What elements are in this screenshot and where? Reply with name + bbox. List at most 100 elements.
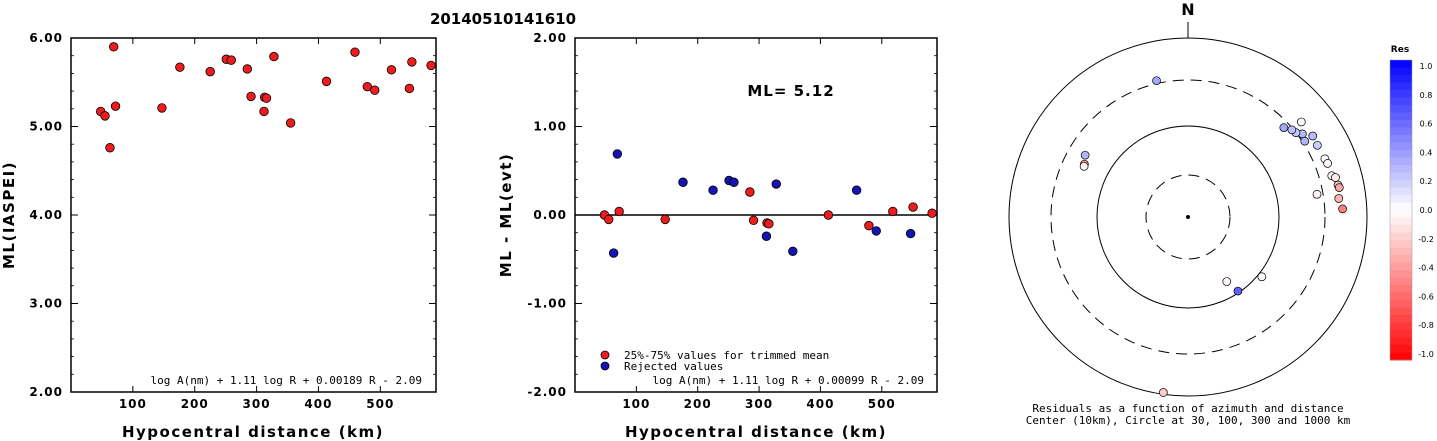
colorbar-segment (1390, 120, 1412, 128)
colorbar-segment (1390, 142, 1412, 151)
ml-data-point (157, 103, 167, 113)
trimmed-data-point (745, 187, 755, 197)
colorbar-title: Res (1391, 45, 1409, 55)
ml-x-tick-label: 500 (366, 397, 394, 411)
ml-data-point (350, 47, 360, 57)
colorbar-segment (1390, 307, 1412, 316)
circle-100km (1096, 125, 1280, 309)
ml-x-tick-label: 200 (181, 397, 209, 411)
colorbar-segment (1390, 150, 1412, 158)
chart-title: 20140510141610 (430, 10, 576, 28)
ml-data-point (386, 65, 397, 75)
station-residual-point (1158, 388, 1168, 397)
station-residual-point (1331, 173, 1340, 182)
station-residual-point (1279, 123, 1289, 133)
colorbar-tick-label: 1.0 (1420, 62, 1433, 71)
colorbar-segment (1390, 232, 1412, 241)
residual-y-tick-label: -2.00 (527, 385, 567, 399)
trimmed-data-point (888, 206, 898, 217)
colorbar-segment (1390, 345, 1412, 353)
residual-x-tick-label: 300 (745, 397, 773, 411)
rejected-data-point (771, 179, 781, 189)
residual-x-tick-label: 200 (684, 397, 712, 411)
colorbar-segment (1390, 270, 1412, 278)
colorbar-segment (1390, 97, 1412, 106)
station-residual-point (1152, 76, 1161, 86)
legend-marker-trimmed (600, 350, 610, 360)
station-residual-point (1312, 189, 1322, 199)
station-residual-point (1334, 194, 1344, 203)
ml-plot-formula: log A(nm) + 1.11 log R + 0.00189 R - 2.0… (150, 374, 422, 387)
colorbar-segment (1390, 247, 1412, 256)
circle-1000km (1008, 37, 1368, 397)
north-label: N (1181, 0, 1194, 19)
ml-value-annotation: ML= 5.12 (747, 82, 834, 100)
trimmed-data-point (864, 220, 874, 231)
ml-data-point (362, 81, 373, 92)
colorbar-segment (1390, 315, 1412, 323)
colorbar-segment (1390, 90, 1412, 98)
colorbar-segment (1390, 217, 1412, 226)
ml-plot-xlabel: Hypocentral distance (km) (122, 423, 384, 441)
residual-x-tick-label: 400 (806, 397, 834, 411)
colorbar-segment (1390, 337, 1412, 346)
ml-data-point (261, 93, 272, 103)
rejected-data-point (761, 231, 772, 241)
station-residual-point (1287, 125, 1297, 135)
ml-data-point (407, 57, 417, 67)
ml-y-tick-label: 3.00 (29, 297, 63, 311)
residual-x-tick-label: 500 (868, 397, 896, 411)
colorbar-segment (1390, 67, 1412, 76)
ml-data-point (370, 85, 380, 95)
legend-label-rejected: Rejected values (624, 360, 723, 373)
station-residual-point (1300, 136, 1310, 146)
ml-data-point (242, 64, 253, 74)
ml-data-point (285, 118, 296, 128)
legend-label-trimmed: 25%-75% values for trimmed mean (624, 349, 829, 362)
ml-data-point (205, 66, 215, 77)
colorbar-segment (1390, 82, 1412, 91)
station-residual-point (1308, 131, 1318, 141)
colorbar-segment (1390, 202, 1412, 211)
ml-plot-frame (70, 37, 437, 393)
ml-data-point (175, 62, 185, 72)
ml-y-tick-label: 4.00 (29, 208, 63, 222)
colorbar-segment (1390, 240, 1412, 248)
ml-data-point (404, 83, 415, 94)
colorbar-segment (1390, 127, 1412, 136)
ml-data-point (108, 42, 119, 52)
station-residual-point (1323, 159, 1332, 168)
residual-y-tick-label: 0.00 (533, 208, 567, 222)
ml-data-point (269, 51, 279, 62)
colorbar-tick-label: 0.4 (1420, 148, 1433, 157)
ml-data-point (259, 106, 269, 117)
ml-y-tick-label: 6.00 (29, 31, 63, 45)
station-residual-point (1079, 161, 1089, 171)
colorbar-segment (1390, 300, 1412, 308)
ml-x-tick-label: 400 (304, 397, 332, 411)
residual-plot-formula: log A(nm) + 1.11 log R + 0.00099 R - 2.0… (652, 374, 924, 387)
colorbar-tick-label: -1.0 (1418, 350, 1434, 359)
trimmed-data-point (823, 210, 834, 220)
residual-plot-xlabel: Hypocentral distance (km) (625, 423, 887, 441)
rejected-data-point (851, 185, 862, 195)
polar-caption-line2: Center (10km), Circle at 30, 100, 300 an… (1026, 414, 1351, 427)
residual-y-tick-label: 2.00 (533, 31, 567, 45)
colorbar-segment (1390, 285, 1412, 293)
epicenter-marker (1186, 215, 1190, 219)
residual-y-tick-label: 1.00 (533, 120, 567, 134)
rejected-data-point (608, 248, 619, 258)
colorbar-segment (1390, 157, 1412, 166)
ml-data-point (426, 60, 436, 71)
ml-data-point (246, 91, 256, 102)
polar-caption-line1: Residuals as a function of azimuth and d… (1032, 402, 1343, 415)
trimmed-data-point (908, 202, 918, 212)
colorbar-segment (1390, 210, 1412, 218)
colorbar-segment (1390, 352, 1412, 361)
station-residual-point (1222, 277, 1232, 286)
azimuth-distance-panel: N Residuals as a function of azimuth and… (1008, 0, 1434, 427)
station-residual-point (1257, 272, 1267, 282)
colorbar-tick-label: -0.2 (1418, 235, 1434, 244)
colorbar-segment (1390, 105, 1412, 113)
